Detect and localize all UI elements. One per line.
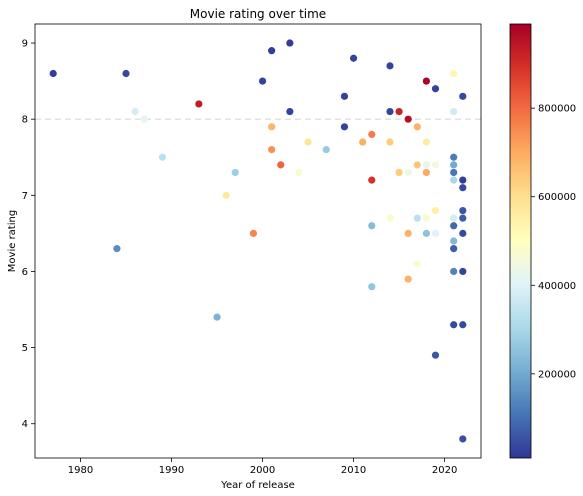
data-point bbox=[459, 184, 467, 192]
data-point bbox=[195, 100, 203, 108]
data-point bbox=[431, 161, 440, 169]
data-point bbox=[277, 161, 285, 169]
data-point bbox=[450, 153, 458, 161]
data-point bbox=[368, 176, 376, 184]
data-point bbox=[286, 39, 294, 47]
data-point bbox=[249, 229, 258, 237]
data-point bbox=[49, 69, 57, 78]
data-point bbox=[450, 237, 458, 245]
y-tick-label: 8 bbox=[22, 115, 28, 126]
y-tick-label: 4 bbox=[22, 419, 28, 430]
data-point bbox=[450, 267, 458, 276]
data-point bbox=[368, 130, 376, 139]
data-point bbox=[222, 191, 230, 199]
x-axis-title: Year of release bbox=[220, 480, 295, 491]
data-point bbox=[349, 54, 358, 62]
data-point bbox=[413, 214, 421, 222]
data-point bbox=[386, 138, 394, 146]
data-point bbox=[340, 92, 349, 100]
data-point bbox=[322, 146, 330, 154]
data-point bbox=[113, 245, 121, 253]
data-point bbox=[459, 321, 467, 329]
data-point bbox=[286, 107, 294, 116]
data-point bbox=[450, 168, 458, 177]
data-point bbox=[431, 229, 440, 237]
data-point bbox=[395, 107, 403, 116]
data-point bbox=[422, 138, 430, 146]
x-tick-label: 1980 bbox=[68, 465, 93, 476]
data-point bbox=[431, 85, 440, 93]
colorbar-gradient bbox=[509, 23, 532, 459]
data-point bbox=[395, 168, 403, 177]
data-point bbox=[404, 275, 412, 283]
data-point bbox=[413, 123, 421, 131]
data-point bbox=[422, 77, 430, 85]
data-point bbox=[450, 69, 458, 78]
y-tick-label: 6 bbox=[22, 267, 28, 278]
data-point bbox=[158, 153, 167, 161]
data-point bbox=[268, 47, 276, 55]
data-point bbox=[450, 214, 458, 222]
data-point bbox=[431, 206, 440, 215]
data-point bbox=[450, 161, 458, 169]
data-point bbox=[386, 62, 394, 70]
data-point bbox=[450, 245, 458, 253]
data-point bbox=[404, 229, 412, 237]
data-point bbox=[131, 107, 139, 116]
colorbar-tick-label: 800000 bbox=[538, 104, 576, 115]
colorbar-tick-label: 400000 bbox=[538, 281, 576, 292]
data-point bbox=[450, 176, 458, 184]
data-point bbox=[258, 77, 267, 85]
x-tick-label: 2000 bbox=[250, 465, 275, 476]
data-point bbox=[386, 214, 394, 222]
data-point bbox=[404, 168, 412, 177]
data-point bbox=[140, 115, 148, 123]
data-point bbox=[368, 283, 376, 291]
data-point bbox=[459, 229, 467, 237]
data-point bbox=[268, 146, 276, 154]
y-tick-label: 9 bbox=[22, 39, 28, 50]
data-point bbox=[122, 69, 130, 78]
x-tick-label: 2010 bbox=[341, 465, 366, 476]
y-tick-label: 7 bbox=[22, 191, 28, 202]
data-point bbox=[368, 222, 376, 230]
data-point bbox=[268, 123, 276, 131]
data-point bbox=[304, 138, 312, 146]
data-point bbox=[386, 107, 394, 116]
data-point bbox=[459, 214, 467, 222]
data-point bbox=[431, 351, 440, 359]
colorbar-tick-label: 600000 bbox=[538, 192, 576, 203]
y-axis-title: Movie rating bbox=[7, 210, 18, 272]
colorbar-tick-label: 200000 bbox=[538, 369, 576, 380]
data-point bbox=[340, 123, 349, 131]
data-point bbox=[213, 313, 221, 321]
data-point bbox=[359, 138, 367, 146]
data-point bbox=[295, 168, 303, 177]
data-point bbox=[450, 222, 458, 230]
data-point bbox=[459, 92, 467, 100]
x-tick-label: 2020 bbox=[432, 465, 457, 476]
chart-title: Movie rating over time bbox=[190, 7, 326, 21]
data-point bbox=[404, 115, 412, 123]
data-point bbox=[459, 435, 467, 443]
y-tick-label: 5 bbox=[22, 343, 28, 354]
data-point bbox=[459, 176, 467, 184]
plot-frame bbox=[34, 23, 482, 459]
data-point bbox=[459, 267, 467, 276]
data-point bbox=[422, 161, 430, 169]
data-point bbox=[422, 214, 430, 222]
data-point bbox=[422, 229, 430, 237]
data-point bbox=[450, 107, 458, 116]
data-point bbox=[459, 206, 467, 215]
data-point bbox=[413, 161, 421, 169]
colorbar: 200000 400000 600000 800000 bbox=[509, 23, 576, 459]
plot-area: 1980 1990 2000 2010 2020 4 5 6 7 8 9 bbox=[22, 23, 482, 476]
data-point bbox=[231, 168, 239, 177]
data-point bbox=[422, 168, 430, 177]
data-point bbox=[450, 321, 458, 329]
data-point bbox=[413, 260, 421, 268]
x-tick-label: 1990 bbox=[159, 465, 184, 476]
